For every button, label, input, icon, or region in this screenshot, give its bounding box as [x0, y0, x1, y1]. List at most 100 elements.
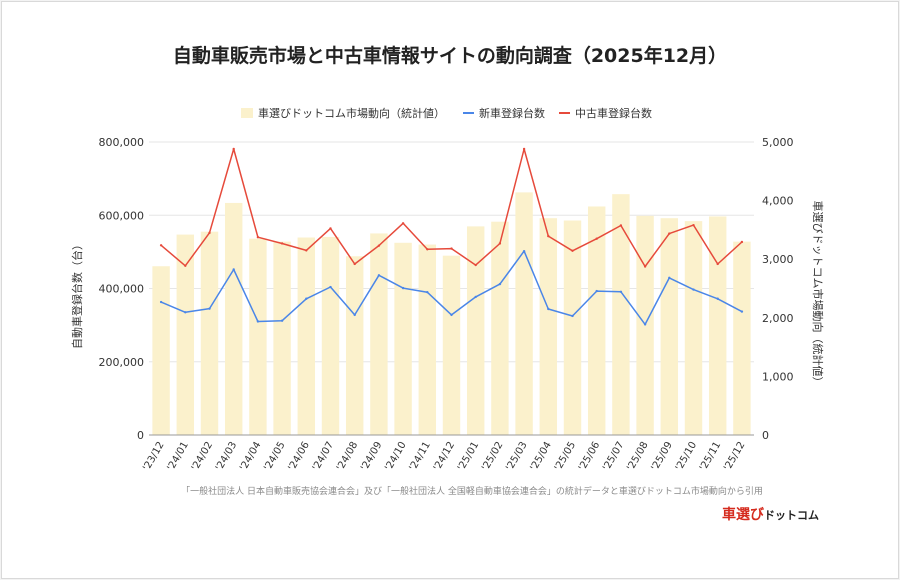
- bar-24: [733, 241, 751, 435]
- point-s2-13: [474, 263, 477, 267]
- x-tick-21: '25/09: [650, 440, 675, 473]
- y-axis-left: 0 200,000 400,000 600,000 800,000: [99, 136, 145, 442]
- x-tick-5: '24/05: [262, 440, 287, 473]
- x-tick-10: '24/10: [383, 440, 408, 473]
- x-tick-22: '25/10: [674, 440, 699, 473]
- y-right-tick-4: 4,000: [762, 195, 794, 208]
- bar-12: [442, 255, 461, 435]
- y-left-tick-2: 400,000: [99, 283, 145, 296]
- point-s1-20: [643, 323, 647, 326]
- x-tick-7: '24/07: [311, 440, 336, 473]
- x-tick-24: '25/12: [722, 440, 747, 473]
- x-tick-18: '25/06: [577, 440, 602, 473]
- point-s1-15: [522, 249, 526, 253]
- y-right-tick-0: 0: [762, 429, 769, 442]
- x-tick-16: '25/04: [529, 440, 554, 473]
- x-tick-23: '25/11: [698, 440, 723, 473]
- x-tick-3: '24/03: [214, 440, 239, 473]
- y-axis-right: 0 1,000 2,000 3,000 4,000 5,000: [762, 136, 794, 442]
- point-s1-5: [280, 319, 284, 322]
- point-s2-24: [740, 240, 744, 244]
- y-left-tick-4: 800,000: [99, 136, 145, 149]
- x-tick-2: '24/02: [190, 440, 215, 473]
- brand-logo-text: 車選びドットコム: [722, 506, 819, 523]
- point-s2-3: [232, 147, 235, 151]
- point-s2-23: [716, 262, 719, 266]
- point-s1-24: [740, 310, 744, 313]
- point-s2-5: [280, 242, 284, 245]
- point-s2-4: [256, 236, 260, 239]
- point-s1-2: [208, 307, 211, 310]
- bar-0: [152, 266, 170, 435]
- x-tick-17: '25/05: [553, 440, 578, 473]
- point-s1-12: [450, 313, 453, 317]
- brand-logo: 車選びドットコム: [722, 506, 819, 523]
- point-s2-9: [377, 244, 381, 247]
- bar-13: [466, 226, 485, 435]
- x-axis: '23/12'24/01'24/02'24/03'24/04'24/05 '24/…: [141, 434, 754, 473]
- bar-10: [394, 242, 412, 435]
- bar-23: [708, 216, 727, 435]
- x-tick-1: '24/01: [166, 440, 191, 473]
- bar-2: [200, 231, 219, 435]
- bar-3: [224, 202, 243, 435]
- x-tick-13: '25/01: [456, 440, 481, 473]
- x-tick-14: '25/02: [480, 440, 505, 473]
- point-s2-18: [595, 237, 598, 240]
- point-s1-11: [426, 290, 429, 294]
- point-s1-8: [353, 313, 356, 317]
- point-s1-4: [256, 320, 260, 323]
- point-s2-19: [619, 224, 623, 227]
- legend-label-used: 中古車登録台数: [575, 106, 652, 120]
- point-s2-11: [426, 248, 429, 251]
- point-s1-6: [305, 297, 308, 300]
- point-s1-9: [377, 274, 381, 277]
- x-tick-0: '23/12: [141, 440, 166, 473]
- point-s1-16: [547, 307, 550, 311]
- bar-18: [587, 206, 606, 435]
- x-tick-8: '24/08: [335, 440, 360, 473]
- point-s2-0: [159, 244, 163, 247]
- point-s1-10: [401, 286, 405, 290]
- bar-1: [176, 234, 195, 435]
- point-s2-21: [668, 232, 671, 235]
- point-s2-17: [571, 249, 574, 252]
- bar-series: [152, 192, 751, 435]
- chart-title: 自動車販売市場と中古車情報サイトの動向調査（2025年12月）: [173, 44, 727, 67]
- brand-logo-part1: 車選び: [722, 506, 765, 523]
- legend-label-bars: 車選びドットコム市場動向（統計値）: [258, 106, 445, 120]
- point-s1-13: [474, 295, 477, 299]
- bar-9: [370, 233, 388, 435]
- legend-label-new: 新車登録台数: [479, 106, 545, 120]
- point-s1-7: [329, 285, 332, 289]
- bar-8: [345, 256, 364, 435]
- x-tick-9: '24/09: [359, 440, 384, 473]
- bar-7: [321, 236, 340, 435]
- point-s2-14: [498, 242, 502, 245]
- brand-logo-part2: ドットコム: [764, 509, 819, 522]
- point-s2-10: [401, 222, 405, 225]
- bar-15: [515, 192, 533, 435]
- point-s2-22: [692, 223, 695, 227]
- point-s1-23: [716, 297, 719, 300]
- y-right-tick-5: 5,000: [762, 136, 794, 149]
- bar-19: [612, 194, 630, 435]
- y-left-tick-1: 200,000: [99, 356, 145, 369]
- y-right-tick-2: 2,000: [762, 312, 794, 325]
- point-s1-3: [232, 268, 235, 271]
- x-tick-4: '24/04: [238, 440, 263, 473]
- point-s2-2: [208, 231, 211, 235]
- bar-4: [249, 238, 267, 435]
- point-s2-15: [522, 147, 526, 151]
- point-s1-19: [619, 290, 623, 293]
- y-left-tick-3: 600,000: [99, 209, 145, 222]
- legend-swatch-bars: [241, 108, 253, 118]
- x-tick-19: '25/07: [601, 440, 626, 473]
- point-s2-12: [450, 247, 453, 250]
- x-tick-11: '24/11: [408, 440, 433, 473]
- point-s2-20: [643, 265, 647, 268]
- point-s2-6: [305, 249, 308, 252]
- point-s1-17: [571, 314, 574, 318]
